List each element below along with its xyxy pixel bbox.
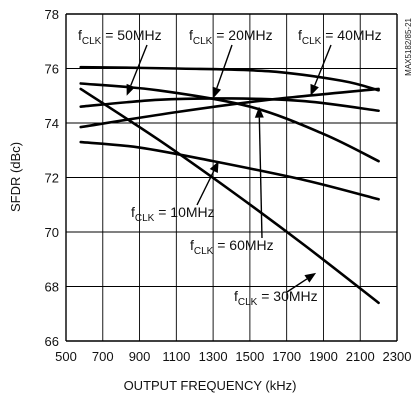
grid-lines bbox=[65, 13, 398, 342]
arrow-line-5 bbox=[286, 278, 308, 293]
label-fclk-20mhz: fCLK = 20MHz bbox=[189, 27, 273, 47]
figure-id-label: MAX5182/85-21 bbox=[404, 17, 413, 75]
x-axis-title: OUTPUT FREQUENCY (kHz) bbox=[124, 378, 297, 393]
y-tick-label: 70 bbox=[45, 225, 59, 240]
arrow-head-0 bbox=[126, 83, 135, 96]
arrow-head-4 bbox=[254, 106, 264, 118]
y-tick-label: 68 bbox=[45, 280, 59, 295]
annotation-arrows bbox=[126, 44, 332, 293]
arrow-head-1 bbox=[212, 86, 222, 99]
arrow-line-1 bbox=[216, 44, 233, 89]
series-line-3 bbox=[79, 140, 380, 201]
x-tick-label: 1300 bbox=[199, 349, 228, 364]
label-fclk-30mhz: fCLK = 30MHz bbox=[234, 288, 318, 308]
arrow-head-2 bbox=[310, 83, 319, 96]
tick-labels: 500 700 900 1100 1300 1500 1700 1900 2100 2300 66 6… bbox=[45, 7, 412, 364]
x-tick-label: 2100 bbox=[346, 349, 375, 364]
x-tick-label: 1500 bbox=[235, 349, 264, 364]
series-line-5 bbox=[79, 87, 380, 305]
arrow-line-4 bbox=[258, 117, 263, 239]
arrow-head-5 bbox=[304, 272, 317, 283]
y-tick-label: 78 bbox=[45, 7, 59, 22]
series-line-1 bbox=[79, 97, 380, 113]
y-tick-label: 76 bbox=[45, 62, 59, 77]
series-line-4 bbox=[79, 82, 380, 163]
x-tick-label: 1900 bbox=[309, 349, 338, 364]
arrow-line-2 bbox=[314, 44, 332, 86]
x-tick-label: 500 bbox=[55, 349, 77, 364]
x-tick-label: 1700 bbox=[272, 349, 301, 364]
y-tick-label: 74 bbox=[45, 116, 59, 131]
arrow-line-0 bbox=[130, 44, 148, 86]
x-tick-label: 1100 bbox=[162, 349, 190, 364]
arrow-head-3 bbox=[209, 161, 219, 174]
series-curves bbox=[79, 65, 380, 305]
y-axis-title: SFDR (dBc) bbox=[8, 142, 23, 212]
label-fclk-10mhz: fCLK = 10MHz bbox=[131, 204, 215, 224]
series-line-2 bbox=[79, 87, 380, 129]
y-tick-label: 66 bbox=[45, 334, 59, 349]
label-fclk-60mhz: fCLK = 60MHz bbox=[190, 237, 274, 257]
y-tick-label: 72 bbox=[45, 171, 59, 186]
arrow-line-3 bbox=[196, 170, 215, 206]
x-tick-label: 700 bbox=[92, 349, 114, 364]
label-fclk-50mhz: fCLK = 50MHz bbox=[78, 27, 162, 47]
x-tick-label: 2300 bbox=[383, 349, 412, 364]
x-tick-label: 900 bbox=[129, 349, 151, 364]
series-line-0 bbox=[79, 65, 380, 92]
label-fclk-40mhz: fCLK = 40MHz bbox=[298, 27, 382, 47]
